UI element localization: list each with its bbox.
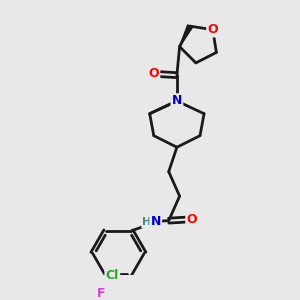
Text: N: N: [151, 215, 161, 229]
Text: O: O: [208, 23, 218, 36]
Text: O: O: [187, 213, 197, 226]
Text: F: F: [97, 287, 106, 300]
Text: O: O: [148, 67, 159, 80]
Text: N: N: [172, 94, 182, 107]
Polygon shape: [180, 25, 193, 46]
Text: H: H: [142, 217, 152, 227]
Text: Cl: Cl: [106, 269, 119, 282]
